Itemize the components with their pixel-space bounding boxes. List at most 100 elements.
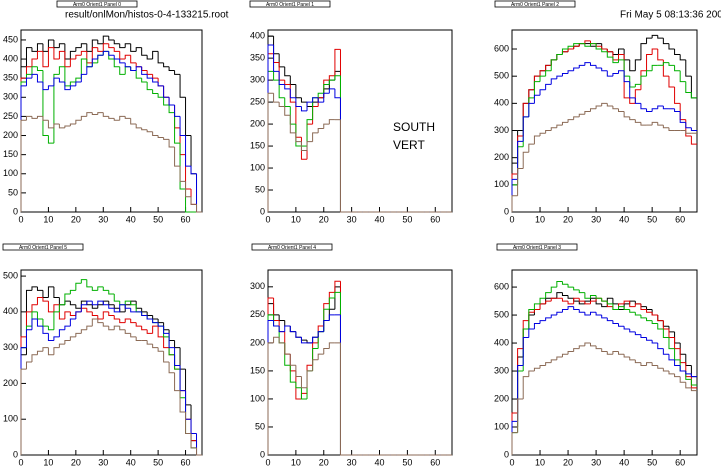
histogram-step [618, 59, 625, 63]
histogram-step [674, 65, 681, 72]
histogram-step [640, 315, 647, 319]
histogram-step [651, 362, 658, 366]
histogram-step [640, 122, 647, 126]
histogram-step [174, 347, 181, 367]
y-tick-label: 100 [3, 168, 18, 178]
histogram-step [567, 301, 574, 305]
y-tick-label: 200 [250, 118, 265, 128]
histogram-step [584, 342, 591, 346]
histogram-step [284, 84, 291, 90]
histogram-step [69, 311, 76, 316]
histogram-step [679, 376, 686, 383]
x-tick-label: 40 [126, 214, 136, 224]
histogram-step [606, 351, 613, 355]
histogram-step [685, 371, 692, 375]
histogram-step [578, 113, 585, 117]
histogram-step [64, 293, 71, 305]
histogram-step [113, 308, 120, 313]
y-tick-label: 0 [504, 206, 509, 216]
histogram-step [146, 340, 153, 345]
histogram-step [589, 43, 597, 47]
histogram-step [102, 50, 109, 56]
panel: Arm0 Orient1 Panel 4 0 50 100 150 200 250 300 0 1… [250, 243, 453, 467]
histogram-step [668, 337, 675, 350]
histogram-step [539, 297, 546, 304]
y-tick-label: 250 [3, 111, 18, 121]
histogram-step [629, 357, 636, 361]
histogram-step [130, 55, 137, 64]
histogram-step [556, 311, 563, 316]
histogram-step [278, 337, 285, 344]
y-tick-label: 0 [504, 449, 509, 459]
histogram-step [141, 78, 148, 83]
x-tick-label: 50 [402, 214, 412, 224]
histogram-step [157, 322, 164, 327]
histogram-step [108, 36, 115, 41]
histogram-step [102, 286, 109, 291]
histogram-step [163, 97, 170, 106]
histogram-step [685, 81, 692, 93]
histogram-step [273, 93, 280, 103]
x-tick-label: 50 [647, 457, 657, 467]
y-tick-label: 50 [8, 187, 18, 197]
histogram-step [646, 362, 653, 366]
x-tick-label: 40 [375, 457, 385, 467]
histogram-step [517, 398, 524, 433]
histogram-step [146, 315, 153, 320]
histogram-step [124, 300, 131, 305]
histogram-step [80, 329, 87, 334]
x-tick-label: 30 [98, 457, 108, 467]
histogram-step [522, 151, 529, 169]
histogram-step [69, 85, 76, 90]
histogram-step [113, 39, 120, 45]
histogram-step [300, 387, 308, 400]
histogram-step [47, 301, 54, 313]
histogram-step [80, 43, 87, 48]
histogram-step [108, 116, 115, 119]
y-tick-label: 600 [494, 281, 509, 291]
histogram-step [31, 66, 38, 75]
histogram-step [668, 371, 675, 375]
y-tick-label: 50 [255, 184, 265, 194]
histogram-step [97, 286, 104, 291]
histogram-step [567, 295, 574, 299]
histogram-step [328, 297, 335, 310]
x-tick-label: 0 [509, 214, 514, 224]
histogram-step [528, 328, 535, 338]
histogram-step [662, 320, 669, 330]
histogram-step [317, 97, 324, 103]
x-tick-label: 20 [563, 214, 573, 224]
x-tick-label: 40 [375, 214, 385, 224]
histogram-step [556, 356, 563, 360]
histogram-step [31, 304, 38, 312]
histogram-step [522, 336, 529, 366]
histogram-step [533, 135, 541, 145]
histogram-step [606, 317, 613, 322]
histogram-step [618, 53, 625, 60]
histogram-step [295, 370, 302, 400]
histogram-step [113, 118, 120, 121]
histogram-step [157, 347, 164, 352]
histogram-step [58, 50, 65, 60]
panel-title: Arm0 Orient1 Panel 1 [266, 2, 314, 8]
x-tick-label: 20 [563, 457, 573, 467]
histogram-step [179, 143, 186, 190]
histogram-step [539, 70, 546, 77]
histogram-step [651, 64, 658, 71]
histogram-step [284, 325, 291, 332]
histogram-step [36, 50, 43, 60]
histogram-step [668, 127, 675, 132]
histogram-step [36, 115, 43, 119]
histogram-step [174, 104, 181, 117]
histogram-step [185, 135, 192, 167]
histogram-step [685, 122, 692, 129]
histogram-step [289, 326, 296, 333]
histogram-step [157, 51, 164, 64]
histogram-step [75, 304, 82, 309]
histogram-step [306, 101, 313, 111]
histogram-step [141, 66, 148, 75]
x-tick-label: 0 [265, 457, 270, 467]
histogram-step [53, 347, 60, 355]
y-tick-label: 0 [260, 206, 265, 216]
histogram-step [119, 319, 126, 324]
